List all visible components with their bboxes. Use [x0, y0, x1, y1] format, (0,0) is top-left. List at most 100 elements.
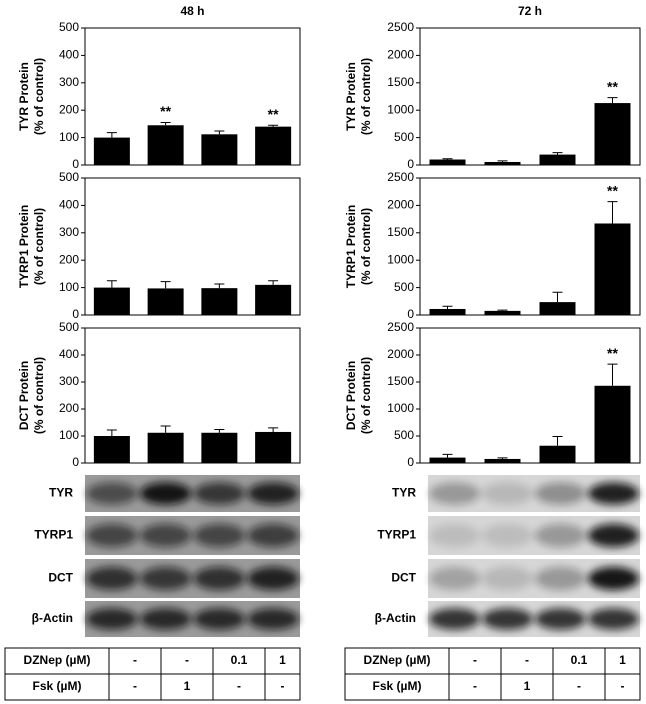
table-cell-text: 0.1 — [231, 653, 248, 667]
table-cell-text: - — [237, 679, 241, 693]
blot-band — [535, 608, 586, 630]
blot-band — [86, 608, 138, 630]
table-cell-text: - — [525, 653, 529, 667]
bar — [539, 445, 576, 463]
significance: ** — [268, 106, 279, 122]
table-cell-text: - — [473, 679, 477, 693]
blot-band — [482, 608, 533, 630]
blot-band — [429, 482, 480, 505]
table-cell-text: - — [577, 679, 581, 693]
blot-band — [86, 523, 138, 548]
table-cell — [212, 647, 266, 675]
error-bar — [106, 429, 117, 436]
y-tick-label: 400 — [59, 347, 79, 361]
blot-band — [139, 482, 192, 505]
table-cell-text: DZNep (µM) — [364, 653, 431, 667]
table-cell-text: 0.1 — [571, 653, 588, 667]
bar — [594, 385, 631, 463]
bar — [93, 436, 130, 463]
blot-band — [588, 482, 639, 505]
error-bar — [552, 436, 563, 446]
y-axis-label: (% of control) — [359, 357, 373, 434]
table-cell-text: 1 — [524, 679, 531, 693]
blot-band — [429, 523, 480, 548]
blot-band — [482, 523, 533, 548]
plot-frame — [419, 27, 641, 166]
error-bar — [268, 427, 279, 432]
table-cell — [4, 673, 110, 701]
y-tick-label: 100 — [59, 130, 79, 144]
y-tick-label: 500 — [394, 428, 414, 442]
y-tick-label: 500 — [59, 320, 79, 334]
blot-band — [247, 566, 299, 591]
bar — [429, 457, 466, 463]
significance: ** — [607, 345, 618, 361]
table-cell — [344, 647, 450, 675]
blot-label: TYRP1 — [34, 528, 73, 542]
blot-band — [588, 566, 639, 591]
error-bar — [214, 283, 225, 289]
y-axis-label: TYR Protein — [344, 62, 358, 131]
blot-label: DCT — [48, 571, 73, 585]
table-cell-text: - — [185, 653, 189, 667]
blot-band — [193, 608, 246, 630]
y-tick-label: 1000 — [387, 102, 414, 116]
y-tick-label: 500 — [59, 20, 79, 34]
y-tick-label: 100 — [59, 280, 79, 294]
significance: ** — [607, 78, 618, 94]
y-tick-label: 400 — [59, 198, 79, 212]
error-bar — [160, 122, 171, 126]
y-tick-label: 500 — [394, 280, 414, 294]
table-cell-text: - — [621, 679, 625, 693]
error-bar — [552, 291, 563, 303]
y-tick-label: 200 — [59, 102, 79, 116]
y-tick-label: 1500 — [387, 225, 414, 239]
error-bar — [214, 130, 225, 135]
y-tick-label: 2500 — [387, 170, 414, 184]
significance: ** — [607, 182, 618, 198]
y-tick-label: 100 — [59, 428, 79, 442]
y-tick-label: 0 — [407, 307, 414, 321]
y-tick-label: 500 — [394, 130, 414, 144]
error-bar — [214, 429, 225, 433]
blot-label: TYRP1 — [377, 528, 416, 542]
table-cell — [264, 647, 301, 675]
table-cell — [500, 673, 554, 701]
y-tick-label: 2500 — [387, 320, 414, 334]
blot-band — [247, 482, 299, 505]
y-axis-label: (% of control) — [32, 208, 46, 285]
y-axis-label: TYRP1 Protein — [344, 205, 358, 288]
bar — [147, 288, 184, 315]
y-axis-label: TYRP1 Protein — [17, 205, 31, 288]
error-bar — [552, 152, 563, 155]
error-bar — [160, 281, 171, 289]
table-cell-text: - — [133, 679, 137, 693]
blot-band — [535, 566, 586, 591]
blot-band — [482, 566, 533, 591]
table-cell — [160, 673, 214, 701]
error-bar — [607, 201, 618, 224]
table-cell-text: - — [473, 653, 477, 667]
y-tick-label: 0 — [72, 157, 79, 171]
bar — [429, 159, 466, 165]
y-tick-label: 2000 — [387, 198, 414, 212]
blot-band — [139, 523, 192, 548]
y-tick-label: 1500 — [387, 374, 414, 388]
bar — [147, 432, 184, 463]
table-cell-text: - — [281, 679, 285, 693]
table-cell — [160, 647, 214, 675]
table-cell — [212, 673, 266, 701]
plot-frame — [84, 327, 301, 464]
y-axis-label: TYR Protein — [17, 62, 31, 131]
y-tick-label: 400 — [59, 48, 79, 62]
y-axis-label: (% of control) — [359, 208, 373, 285]
table-cell-text: 1 — [279, 653, 286, 667]
y-tick-label: 300 — [59, 75, 79, 89]
table-cell-text: 1 — [619, 653, 626, 667]
bar — [255, 431, 292, 463]
y-tick-label: 0 — [407, 157, 414, 171]
y-tick-label: 1000 — [387, 401, 414, 415]
table-cell-text: DZNep (µM) — [24, 653, 91, 667]
bar — [201, 288, 238, 315]
bar — [539, 154, 576, 165]
